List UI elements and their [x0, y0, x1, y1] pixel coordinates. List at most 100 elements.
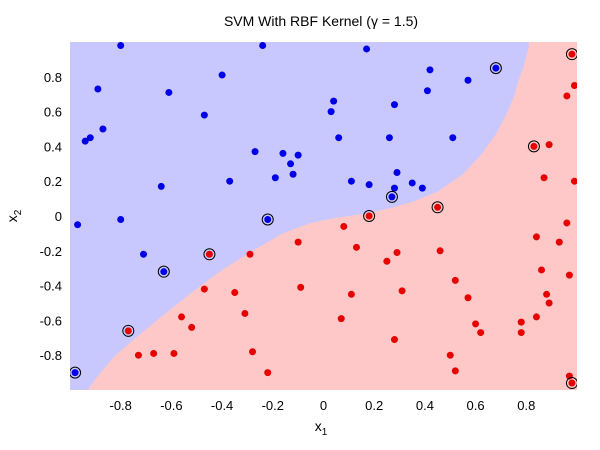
- blue-point: [279, 149, 287, 157]
- red-point: [555, 238, 563, 246]
- support-vector-ring: [261, 213, 274, 226]
- blue-point: [327, 108, 335, 116]
- blue-point: [218, 71, 226, 79]
- blue-point: [259, 42, 267, 49]
- red-point: [532, 233, 540, 241]
- red-point: [540, 174, 548, 182]
- y-tick-label: 0.2: [44, 174, 62, 189]
- red-point: [398, 287, 406, 295]
- support-vector-ring: [489, 62, 502, 75]
- red-point: [294, 238, 302, 246]
- data-points: [70, 42, 577, 390]
- blue-point: [335, 134, 343, 142]
- red-point: [532, 313, 540, 321]
- red-point: [565, 271, 573, 279]
- red-point: [545, 299, 553, 307]
- red-point: [352, 243, 360, 251]
- red-point: [545, 141, 553, 149]
- axis-ticks: -0.8 -0.6 -0.4 -0.2 0 0.2 0.4 0.6 0.8 -0.8 -0.6 -0.…: [40, 70, 536, 413]
- chart-title: SVM With RBF Kernel (γ = 1.5): [224, 13, 418, 29]
- red-point: [264, 369, 272, 377]
- blue-point: [294, 151, 302, 159]
- y-tick-label: -0.6: [40, 313, 62, 328]
- blue-point: [74, 221, 82, 229]
- red-point: [340, 222, 348, 230]
- blue-support-vector: [264, 215, 272, 223]
- blue-point: [117, 215, 125, 223]
- plot-area: [70, 42, 577, 390]
- blue-point: [81, 137, 89, 145]
- x-tick-label: 0.8: [517, 398, 535, 413]
- red-point: [150, 349, 158, 357]
- red-point: [538, 266, 546, 274]
- red-point: [563, 92, 571, 100]
- red-support-vector: [568, 379, 576, 387]
- red-point: [337, 315, 345, 323]
- blue-point: [165, 88, 173, 96]
- red-point: [543, 290, 551, 298]
- red-point: [451, 276, 459, 284]
- blue-point: [94, 85, 102, 93]
- support-vector-ring: [527, 140, 540, 153]
- blue-point: [287, 160, 295, 168]
- y-tick-label: 0.6: [44, 105, 62, 120]
- x-tick-label: 0.6: [467, 398, 485, 413]
- blue-point: [140, 250, 148, 258]
- red-point: [347, 290, 355, 298]
- red-point: [570, 82, 577, 89]
- red-point: [200, 285, 208, 293]
- red-support-vector: [568, 50, 576, 58]
- x-tick-label: -0.6: [160, 398, 182, 413]
- support-vector-ring: [203, 248, 216, 261]
- blue-support-vector: [160, 268, 168, 276]
- blue-point: [423, 87, 431, 95]
- blue-point: [390, 184, 398, 192]
- blue-point: [449, 134, 457, 142]
- y-tick-label: -0.4: [40, 279, 62, 294]
- x-tick-label: -0.4: [211, 398, 233, 413]
- blue-point: [385, 134, 393, 142]
- y-tick-label: -0.2: [40, 244, 62, 259]
- blue-point: [117, 42, 125, 49]
- blue-point: [99, 125, 107, 133]
- support-vector-ring: [565, 48, 577, 61]
- red-point: [178, 313, 186, 321]
- blue-point: [363, 45, 371, 53]
- y-tick-label: 0.4: [44, 139, 62, 154]
- blue-point: [365, 181, 373, 189]
- blue-point: [418, 184, 426, 192]
- support-vector-ring: [70, 366, 82, 379]
- x-tick-label: 0: [320, 398, 327, 413]
- red-support-vector: [365, 212, 373, 220]
- red-point: [241, 309, 249, 317]
- red-point: [297, 283, 305, 291]
- blue-point: [426, 66, 434, 74]
- red-point: [249, 348, 257, 356]
- red-region: [87, 42, 577, 390]
- red-support-vector: [124, 327, 132, 335]
- red-point: [472, 320, 480, 328]
- red-point: [570, 177, 577, 185]
- red-support-vector: [434, 203, 442, 211]
- blue-point: [251, 148, 259, 156]
- red-point: [170, 349, 178, 357]
- blue-point: [330, 97, 338, 105]
- blue-support-vector: [492, 64, 500, 72]
- blue-support-vector: [71, 369, 79, 377]
- red-point: [231, 289, 239, 297]
- blue-support-vector: [388, 193, 396, 201]
- support-vector-ring: [385, 190, 398, 203]
- red-support-vector: [530, 142, 538, 150]
- red-point: [517, 329, 525, 337]
- blue-point: [347, 177, 355, 185]
- support-vector-ring: [122, 324, 135, 337]
- blue-point: [271, 174, 279, 182]
- red-point: [134, 351, 142, 359]
- blue-point: [86, 134, 94, 142]
- red-point: [390, 336, 398, 344]
- y-tick-label: 0.8: [44, 70, 62, 85]
- red-point: [436, 247, 444, 255]
- support-vector-ring: [363, 210, 376, 222]
- y-tick-label: -0.8: [40, 348, 62, 363]
